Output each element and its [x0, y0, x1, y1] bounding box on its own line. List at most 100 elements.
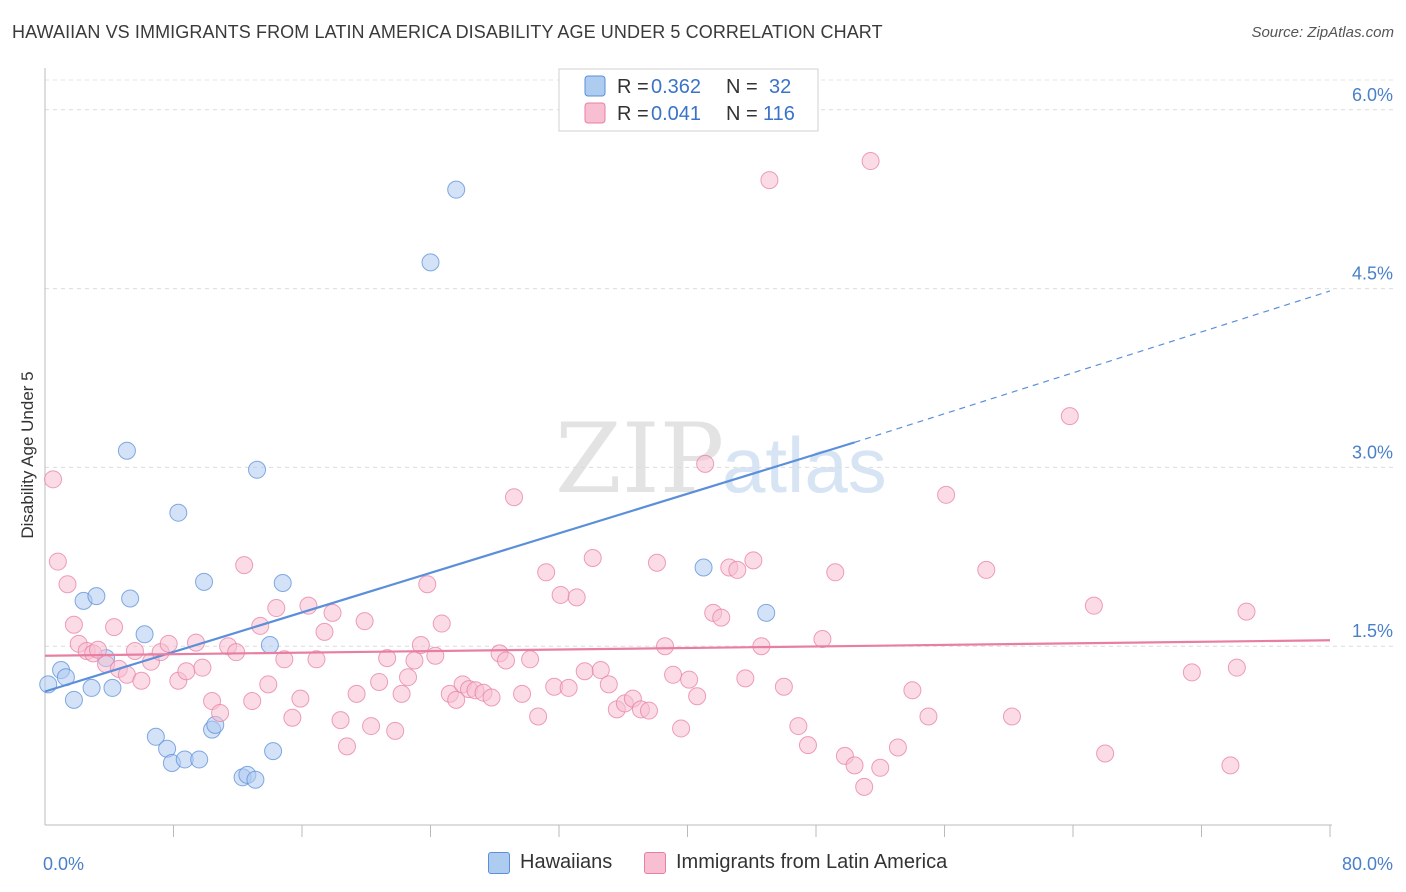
- y-tick-label: 1.5%: [1352, 621, 1393, 641]
- latin-america-point: [432, 614, 451, 633]
- latin-america-point: [307, 650, 326, 669]
- latin-america-point: [283, 708, 302, 727]
- hawaiians-point: [146, 727, 165, 746]
- latin-america-point: [736, 669, 755, 688]
- latin-america-point: [919, 707, 938, 726]
- hawaiians-point: [264, 742, 283, 761]
- hawaiians-point: [757, 603, 776, 622]
- latin-america-point: [323, 603, 342, 622]
- hawaiians-point: [87, 587, 106, 606]
- hawaiians-point: [694, 558, 713, 577]
- hawaiians-point: [421, 253, 440, 272]
- latin-america-point: [259, 675, 278, 694]
- hawaiians-trend-line: [44, 441, 855, 693]
- latin-america-point: [132, 671, 151, 690]
- legend-n-value-2: 116: [763, 103, 795, 125]
- y-tick-label: 6.0%: [1352, 85, 1393, 105]
- latin-america-point: [551, 585, 570, 604]
- latin-america-point: [177, 662, 196, 681]
- latin-america-point: [680, 670, 699, 689]
- latin-america-point: [712, 608, 731, 627]
- hawaiians-point: [121, 589, 140, 608]
- latin-america-point: [744, 551, 763, 570]
- latin-america-point: [211, 703, 230, 722]
- latin-america-point: [291, 689, 310, 708]
- hawaiians-point: [135, 625, 154, 644]
- latin-america-point: [521, 650, 540, 669]
- latin-america-point: [567, 588, 586, 607]
- latin-america-point: [235, 556, 254, 575]
- legend-swatch-hawaiians: [584, 75, 606, 97]
- latin-america-point: [227, 643, 246, 662]
- latin-america-point: [125, 641, 144, 660]
- legend-n-label-2: N =: [726, 103, 758, 125]
- latin-america-point: [193, 658, 212, 677]
- latin-america-point: [370, 672, 389, 691]
- hawaiians-point: [195, 572, 214, 591]
- latin-america-point: [937, 485, 956, 504]
- hawaiians-point: [103, 678, 122, 697]
- latin-america-swatch: [644, 851, 666, 874]
- latin-america-point: [64, 615, 83, 634]
- latin-america-point: [1182, 663, 1201, 682]
- latin-america-point: [496, 651, 515, 670]
- latin-america-point: [871, 758, 890, 777]
- y-tick-label: 4.5%: [1352, 264, 1393, 284]
- latin-america-point: [903, 681, 922, 700]
- legend-r-label-2: R =: [617, 103, 649, 125]
- legend-swatch-latin-america: [584, 102, 606, 124]
- latin-america-point: [599, 675, 618, 694]
- bottom-legend-hawaiians: Hawaiians: [488, 851, 612, 874]
- latin-america-point: [505, 488, 524, 507]
- legend-r-value-1: 0.362: [651, 76, 701, 98]
- latin-america-point: [656, 637, 675, 656]
- legend-r-value-2: 0.041: [651, 103, 701, 125]
- latin-america-point: [418, 575, 437, 594]
- latin-america-point: [48, 552, 67, 571]
- latin-america-point: [378, 649, 397, 668]
- latin-america-label: Immigrants from Latin America: [676, 851, 948, 873]
- latin-america-point: [583, 548, 602, 567]
- latin-america-point: [447, 690, 466, 709]
- latin-america-point: [405, 651, 424, 670]
- hawaiians-point: [273, 574, 292, 593]
- latin-america-point: [267, 599, 286, 618]
- latin-america-point: [1002, 707, 1021, 726]
- latin-america-point: [826, 563, 845, 582]
- latin-america-point: [482, 688, 501, 707]
- latin-america-point: [426, 646, 445, 665]
- latin-america-point: [537, 563, 556, 582]
- latin-america-point: [331, 711, 350, 730]
- legend-box: R = 0.362 N = 32 R = 0.041 N = 116: [558, 68, 819, 132]
- latin-america-point: [1237, 602, 1256, 621]
- latin-america-point: [1221, 756, 1240, 775]
- hawaiians-point: [447, 180, 466, 199]
- latin-america-point: [243, 692, 262, 711]
- latin-america-point: [399, 668, 418, 687]
- watermark-zip: ZIP: [555, 403, 724, 515]
- latin-america-point: [977, 560, 996, 579]
- y-axis-title: Disability Age Under 5: [18, 371, 37, 538]
- latin-america-point: [1060, 407, 1079, 426]
- latin-america-point: [315, 622, 334, 641]
- hawaiians-point: [260, 636, 279, 655]
- latin-america-point: [1096, 744, 1115, 763]
- legend-r-label-1: R =: [617, 76, 649, 98]
- latin-america-point: [58, 575, 77, 594]
- latin-america-point: [386, 721, 405, 740]
- latin-america-point: [275, 650, 294, 669]
- latin-america-point: [355, 612, 374, 631]
- latin-america-point: [347, 684, 366, 703]
- trend-lines: [44, 290, 1331, 693]
- latin-america-point: [362, 717, 381, 736]
- legend-n-label-1: N =: [726, 76, 758, 98]
- latin-america-point: [888, 738, 907, 757]
- latin-america-point: [337, 737, 356, 756]
- latin-america-point: [559, 678, 578, 697]
- bottom-legend-latin-america: Immigrants from Latin America: [644, 851, 947, 874]
- latin-america-point: [760, 171, 779, 190]
- latin-america-point: [639, 701, 658, 720]
- hawaiians-point: [169, 503, 188, 522]
- latin-america-point: [1227, 658, 1246, 677]
